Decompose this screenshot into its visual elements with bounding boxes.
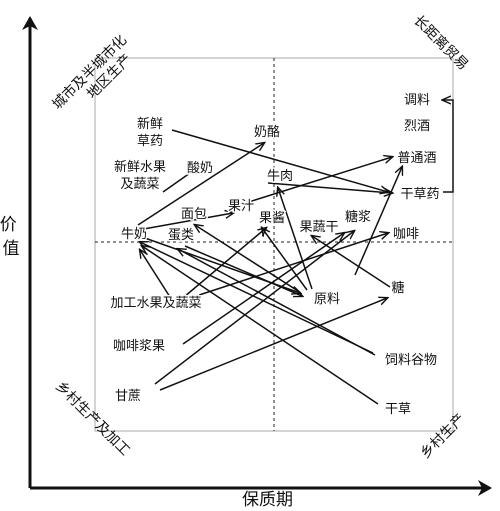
- node-guoshugan: 果蔬干: [299, 220, 338, 235]
- corner-top-right: 长距离贸易: [410, 12, 472, 74]
- arrow-egg-to-raw: [184, 245, 302, 296]
- arrow-herb-to-dried-herb: [171, 129, 388, 192]
- node-tang: 糖: [391, 280, 404, 296]
- arrow-fresh-fruit-to-yogurt: [162, 166, 200, 193]
- arrow-sugar-to-dried-veg: [312, 236, 391, 288]
- arrow-feed-to-milk: [140, 242, 374, 354]
- arrow-sugarcane-to-syrup: [154, 231, 354, 385]
- node-guozhi: 果汁: [228, 199, 254, 214]
- arrow-coffee-berry-to-syrup: [182, 233, 344, 345]
- node-jiagong: 加工水果及蔬菜: [110, 296, 201, 311]
- arrow-processed-to-coffee: [189, 233, 388, 299]
- node-kafei: 咖啡: [393, 227, 419, 242]
- arrow-beef-to-dried-herb: [267, 182, 392, 193]
- x-axis-label: 保质期: [242, 490, 293, 510]
- node-xxsg: 新鲜水果及蔬菜: [114, 159, 166, 192]
- node-tiaoliao: 调料: [404, 93, 430, 108]
- arrow-raw-to-beef: [278, 188, 313, 290]
- arrow-milk-to-cheese: [137, 143, 264, 226]
- node-ganzhe: 甘蔗: [115, 389, 141, 404]
- node-kfjg: 咖啡浆果: [113, 339, 165, 354]
- node-xxcy: 新鲜草药: [137, 116, 163, 149]
- node-putongjiu: 普通酒: [397, 151, 436, 166]
- node-guojiang: 果酱: [259, 211, 285, 226]
- node-tangjiang: 糖浆: [345, 209, 371, 225]
- arrows: [137, 100, 454, 405]
- arrow-milk-to-bread: [137, 213, 233, 231]
- arrow-feed-to-egg: [178, 249, 376, 356]
- arrow-sugar-to-common-wine: [354, 167, 402, 276]
- arrow-juice-to-common-wine: [238, 157, 392, 206]
- node-gancaoyao: 干草药: [400, 187, 439, 202]
- node-niunai: 牛奶: [121, 227, 147, 242]
- arrow-raw-to-bread: [195, 225, 299, 292]
- node-nailao: 奶酪: [254, 124, 280, 140]
- node-mianbao: 面包: [181, 207, 207, 222]
- node-yuanliao: 原料: [314, 292, 340, 307]
- corner-top-left: 城市及半城市化 地区生产: [49, 28, 145, 124]
- node-suannai: 酸奶: [187, 161, 213, 176]
- arrow-processed-to-fresh: [140, 250, 171, 298]
- arrow-hay-to-milk: [142, 246, 379, 405]
- arrow-sugarcane-to-sugar: [159, 298, 387, 391]
- node-silao: 饲料谷物: [385, 353, 437, 368]
- bracket-spirits: [443, 100, 454, 193]
- node-niurou: 牛肉: [267, 169, 293, 184]
- node-danlei: 蛋类: [168, 228, 194, 243]
- corner-bottom-right: 乡村生产: [418, 411, 469, 462]
- y-axis-label: 价 值: [0, 215, 22, 259]
- arrow-raw-to-jam: [262, 228, 308, 291]
- node-liejiu: 烈酒: [404, 119, 430, 134]
- node-gancao: 干草: [385, 402, 411, 417]
